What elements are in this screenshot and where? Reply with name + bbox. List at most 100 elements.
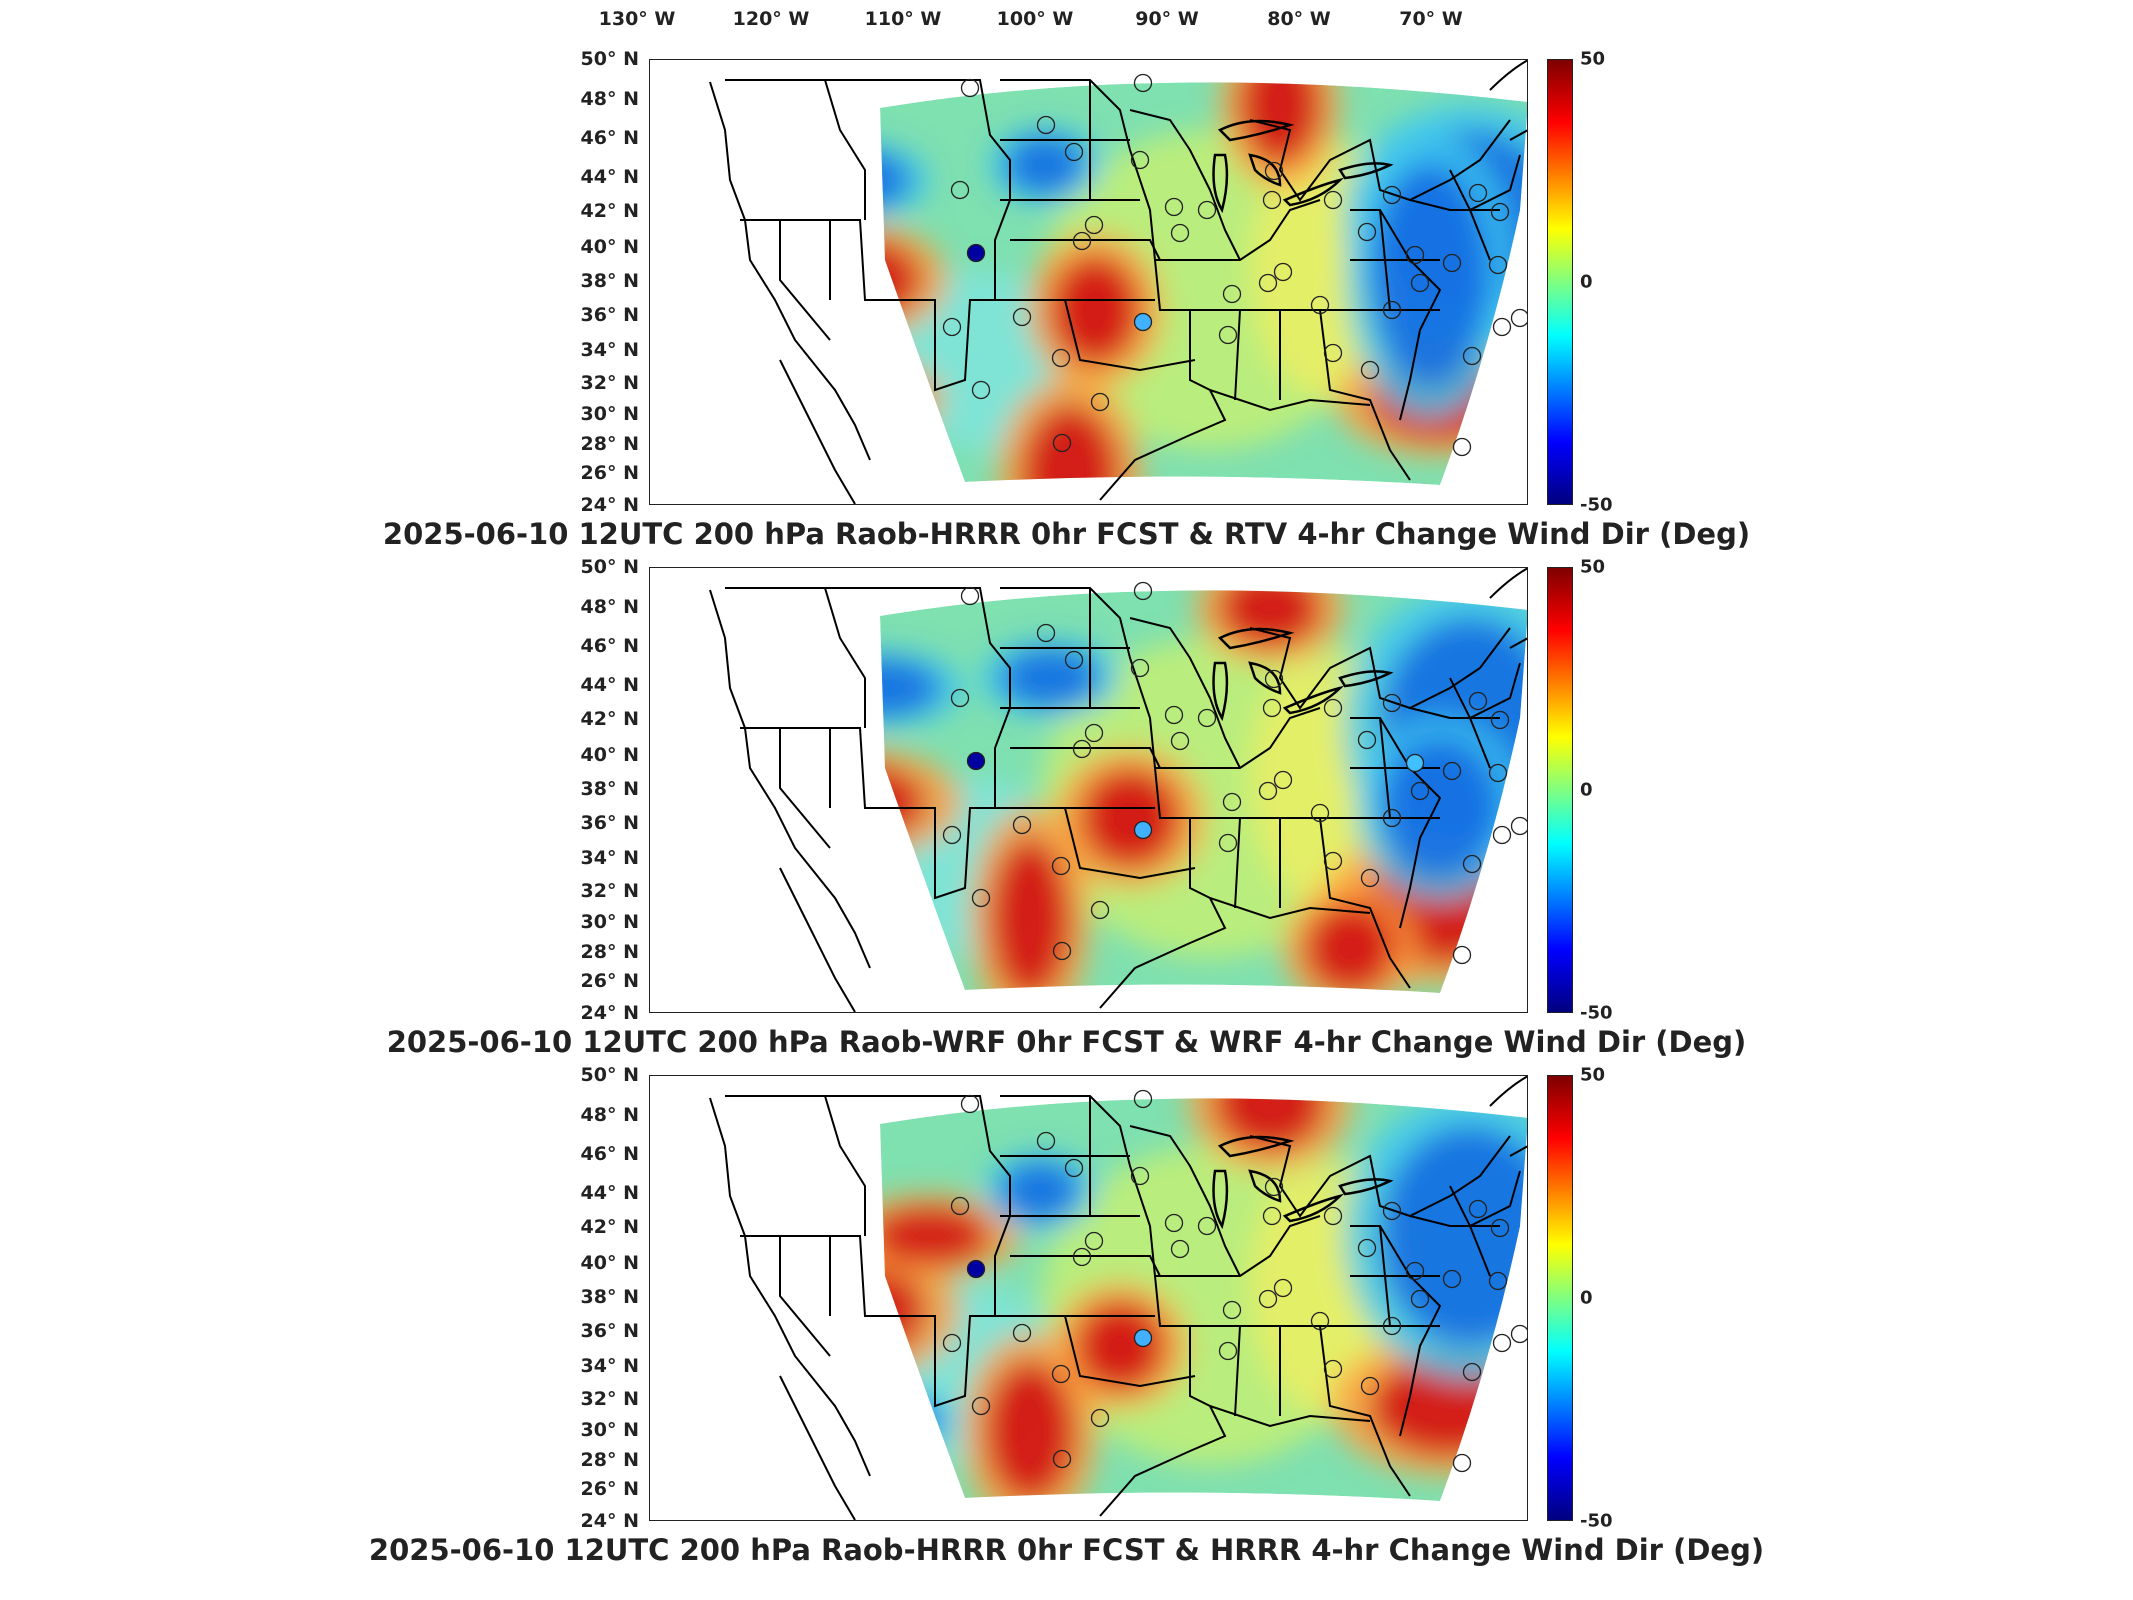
station-marker [1410, 273, 1430, 293]
station-marker [1072, 231, 1092, 251]
station-marker [1442, 253, 1462, 273]
station-marker [1090, 1408, 1110, 1428]
station-marker [1130, 658, 1150, 678]
station-marker [1036, 623, 1056, 643]
colorbar-max-label: 50 [1580, 556, 1606, 578]
station-marker [1410, 781, 1430, 801]
station-marker [1222, 792, 1242, 812]
station-marker [950, 1196, 970, 1216]
station-marker [1323, 1359, 1343, 1379]
station-marker [1133, 1089, 1153, 1109]
station-marker [1488, 255, 1508, 275]
station-marker [1273, 1278, 1293, 1298]
lat-label: 36° N [580, 1320, 639, 1342]
raob-stations [942, 581, 1527, 965]
station-marker [1510, 308, 1527, 328]
lat-label: 50° N [580, 48, 639, 70]
station-marker [1084, 723, 1104, 743]
station-marker [1051, 856, 1071, 876]
lat-label: 46° N [580, 635, 639, 657]
station-marker [1090, 392, 1110, 412]
station-marker [1258, 1289, 1278, 1309]
station-marker [1262, 190, 1282, 210]
station-marker [950, 180, 970, 200]
station-marker [1084, 215, 1104, 235]
station-marker [1462, 1362, 1482, 1382]
station-marker [1264, 161, 1284, 181]
station-marker [1468, 691, 1488, 711]
station-marker [1360, 1376, 1380, 1396]
lat-label: 30° N [580, 911, 639, 933]
station-marker [1051, 348, 1071, 368]
colorbar-max-label: 50 [1580, 1064, 1606, 1086]
colorbar-min-label: -50 [1580, 1510, 1613, 1532]
lat-label: 44° N [580, 1182, 639, 1204]
lon-label-80w: 80° W [1267, 8, 1331, 30]
station-marker [1410, 1289, 1430, 1309]
lat-label: 48° N [580, 1104, 639, 1126]
station-marker [971, 380, 991, 400]
station-marker [1051, 1364, 1071, 1384]
station-marker [1064, 1158, 1084, 1178]
map-plot [649, 1075, 1528, 1521]
station-marker [1510, 816, 1527, 836]
station-marker [1064, 142, 1084, 162]
station-marker [966, 751, 986, 771]
colorbar-min-label: -50 [1580, 494, 1613, 516]
lat-label: 38° N [580, 778, 639, 800]
lat-label: 28° N [580, 433, 639, 455]
lat-label: 28° N [580, 1449, 639, 1471]
station-marker [1090, 900, 1110, 920]
lat-label: 34° N [580, 339, 639, 361]
lat-label: 24° N [580, 1510, 639, 1532]
station-marker [942, 317, 962, 337]
lat-label: 32° N [580, 1388, 639, 1410]
station-marker [942, 1333, 962, 1353]
lat-label: 32° N [580, 372, 639, 394]
station-marker [1490, 202, 1510, 222]
station-marker [1323, 343, 1343, 363]
colorbar-mid-label: 0 [1580, 271, 1593, 293]
station-marker [1323, 190, 1343, 210]
station-marker [1072, 1247, 1092, 1267]
station-marker [1170, 731, 1190, 751]
station-marker [1442, 1269, 1462, 1289]
lat-label: 50° N [580, 1064, 639, 1086]
station-marker [942, 825, 962, 845]
station-marker [966, 243, 986, 263]
station-marker [1258, 273, 1278, 293]
lon-label-130w: 130° W [598, 8, 676, 30]
station-marker [1468, 1199, 1488, 1219]
station-marker [1442, 761, 1462, 781]
station-marker [1170, 223, 1190, 243]
station-marker [1133, 581, 1153, 601]
station-marker [1164, 1213, 1184, 1233]
lat-label: 48° N [580, 88, 639, 110]
station-marker [1452, 437, 1472, 457]
lat-label: 32° N [580, 880, 639, 902]
station-marker [1052, 433, 1072, 453]
station-marker [1310, 1311, 1330, 1331]
station-marker [1258, 781, 1278, 801]
station-marker [1490, 1218, 1510, 1238]
lon-label-90w: 90° W [1135, 8, 1199, 30]
station-marker [1405, 245, 1425, 265]
station-marker [1357, 1238, 1377, 1258]
colorbar-mid-label: 0 [1580, 1287, 1593, 1309]
station-marker [971, 1396, 991, 1416]
station-marker [1133, 1328, 1153, 1348]
station-marker [1382, 1316, 1402, 1336]
station-marker [1170, 1239, 1190, 1259]
station-marker [960, 78, 980, 98]
lat-label: 34° N [580, 1355, 639, 1377]
lat-label: 42° N [580, 200, 639, 222]
model-field [880, 590, 1527, 994]
station-marker [1164, 705, 1184, 725]
station-marker [1064, 650, 1084, 670]
station-marker [1130, 150, 1150, 170]
lat-label: 26° N [580, 1478, 639, 1500]
station-marker [1052, 941, 1072, 961]
station-marker [1382, 693, 1402, 713]
station-marker [1452, 1453, 1472, 1473]
station-marker [950, 688, 970, 708]
